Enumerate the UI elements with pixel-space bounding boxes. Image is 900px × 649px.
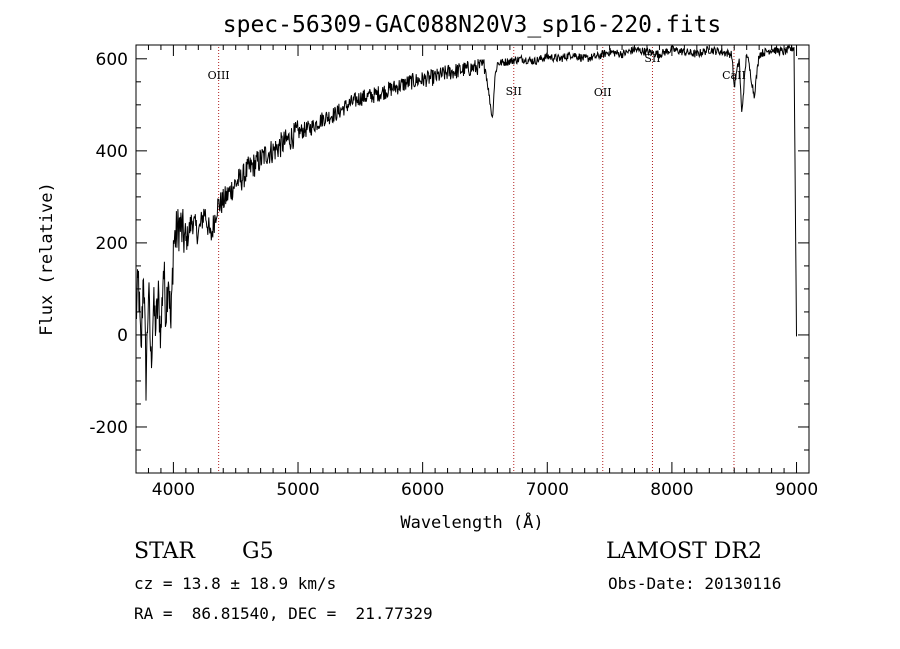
redshift-velocity: cz = 13.8 ± 18.9 km/s — [134, 574, 337, 593]
y-tick-label: 0 — [117, 326, 128, 346]
reference-line-label: SII — [506, 85, 522, 98]
survey-name: LAMOST DR2 — [606, 539, 762, 564]
x-tick-label: 4000 — [152, 480, 195, 500]
y-tick-label: 200 — [96, 234, 128, 254]
y-axis-label: Flux (relative) — [37, 182, 57, 336]
x-axis-label: Wavelength (Å) — [400, 511, 543, 533]
reference-line-label: OII — [594, 86, 612, 99]
spectrum-line — [135, 43, 797, 401]
observation-date: Obs-Date: 20130116 — [608, 574, 782, 593]
object-class: STAR — [134, 539, 195, 564]
plot-frame — [135, 44, 810, 474]
y-tick-label: 600 — [96, 50, 128, 70]
x-tick-label: 8000 — [650, 480, 693, 500]
object-subclass: G5 — [242, 539, 274, 564]
x-tick-label: 5000 — [276, 480, 319, 500]
y-tick-label: 400 — [96, 142, 128, 162]
reference-line-label: OIII — [208, 69, 230, 82]
sky-coordinates: RA = 86.81540, DEC = 21.77329 — [134, 604, 433, 623]
x-tick-label: 9000 — [775, 480, 818, 500]
chart-title: spec-56309-GAC088N20V3_sp16-220.fits — [223, 12, 722, 38]
x-tick-label: 7000 — [526, 480, 569, 500]
y-tick-label: -200 — [89, 418, 128, 438]
x-tick-label: 6000 — [401, 480, 444, 500]
axis-ticks: 4000 5000 6000 7000 8000 9000 -200 0 200 400 600 — [89, 45, 818, 500]
